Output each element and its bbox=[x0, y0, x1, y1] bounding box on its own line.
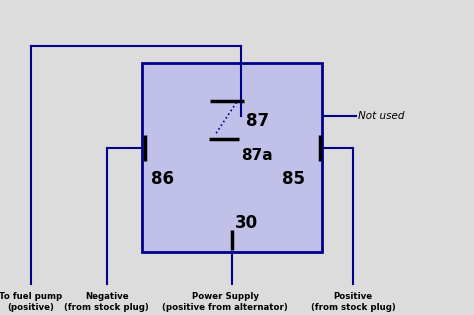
Text: 87a: 87a bbox=[241, 148, 273, 163]
Text: Negative
(from stock plug): Negative (from stock plug) bbox=[64, 292, 149, 312]
Text: Positive
(from stock plug): Positive (from stock plug) bbox=[311, 292, 395, 312]
Text: 30: 30 bbox=[235, 214, 258, 232]
Text: Power Supply
(positive from alternator): Power Supply (positive from alternator) bbox=[162, 292, 288, 312]
Bar bbox=[142, 63, 322, 252]
Text: 87: 87 bbox=[246, 112, 269, 130]
Text: 85: 85 bbox=[282, 170, 305, 188]
Text: 86: 86 bbox=[151, 170, 174, 188]
Text: To fuel pump
(positive): To fuel pump (positive) bbox=[0, 292, 63, 312]
Text: Not used: Not used bbox=[358, 111, 404, 121]
